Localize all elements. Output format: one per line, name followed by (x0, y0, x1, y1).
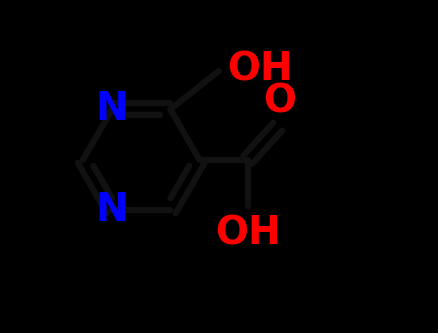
Text: N: N (95, 191, 128, 229)
Text: OH: OH (215, 215, 280, 253)
Text: OH: OH (226, 50, 292, 89)
Text: N: N (95, 90, 128, 129)
Text: O: O (262, 83, 295, 121)
